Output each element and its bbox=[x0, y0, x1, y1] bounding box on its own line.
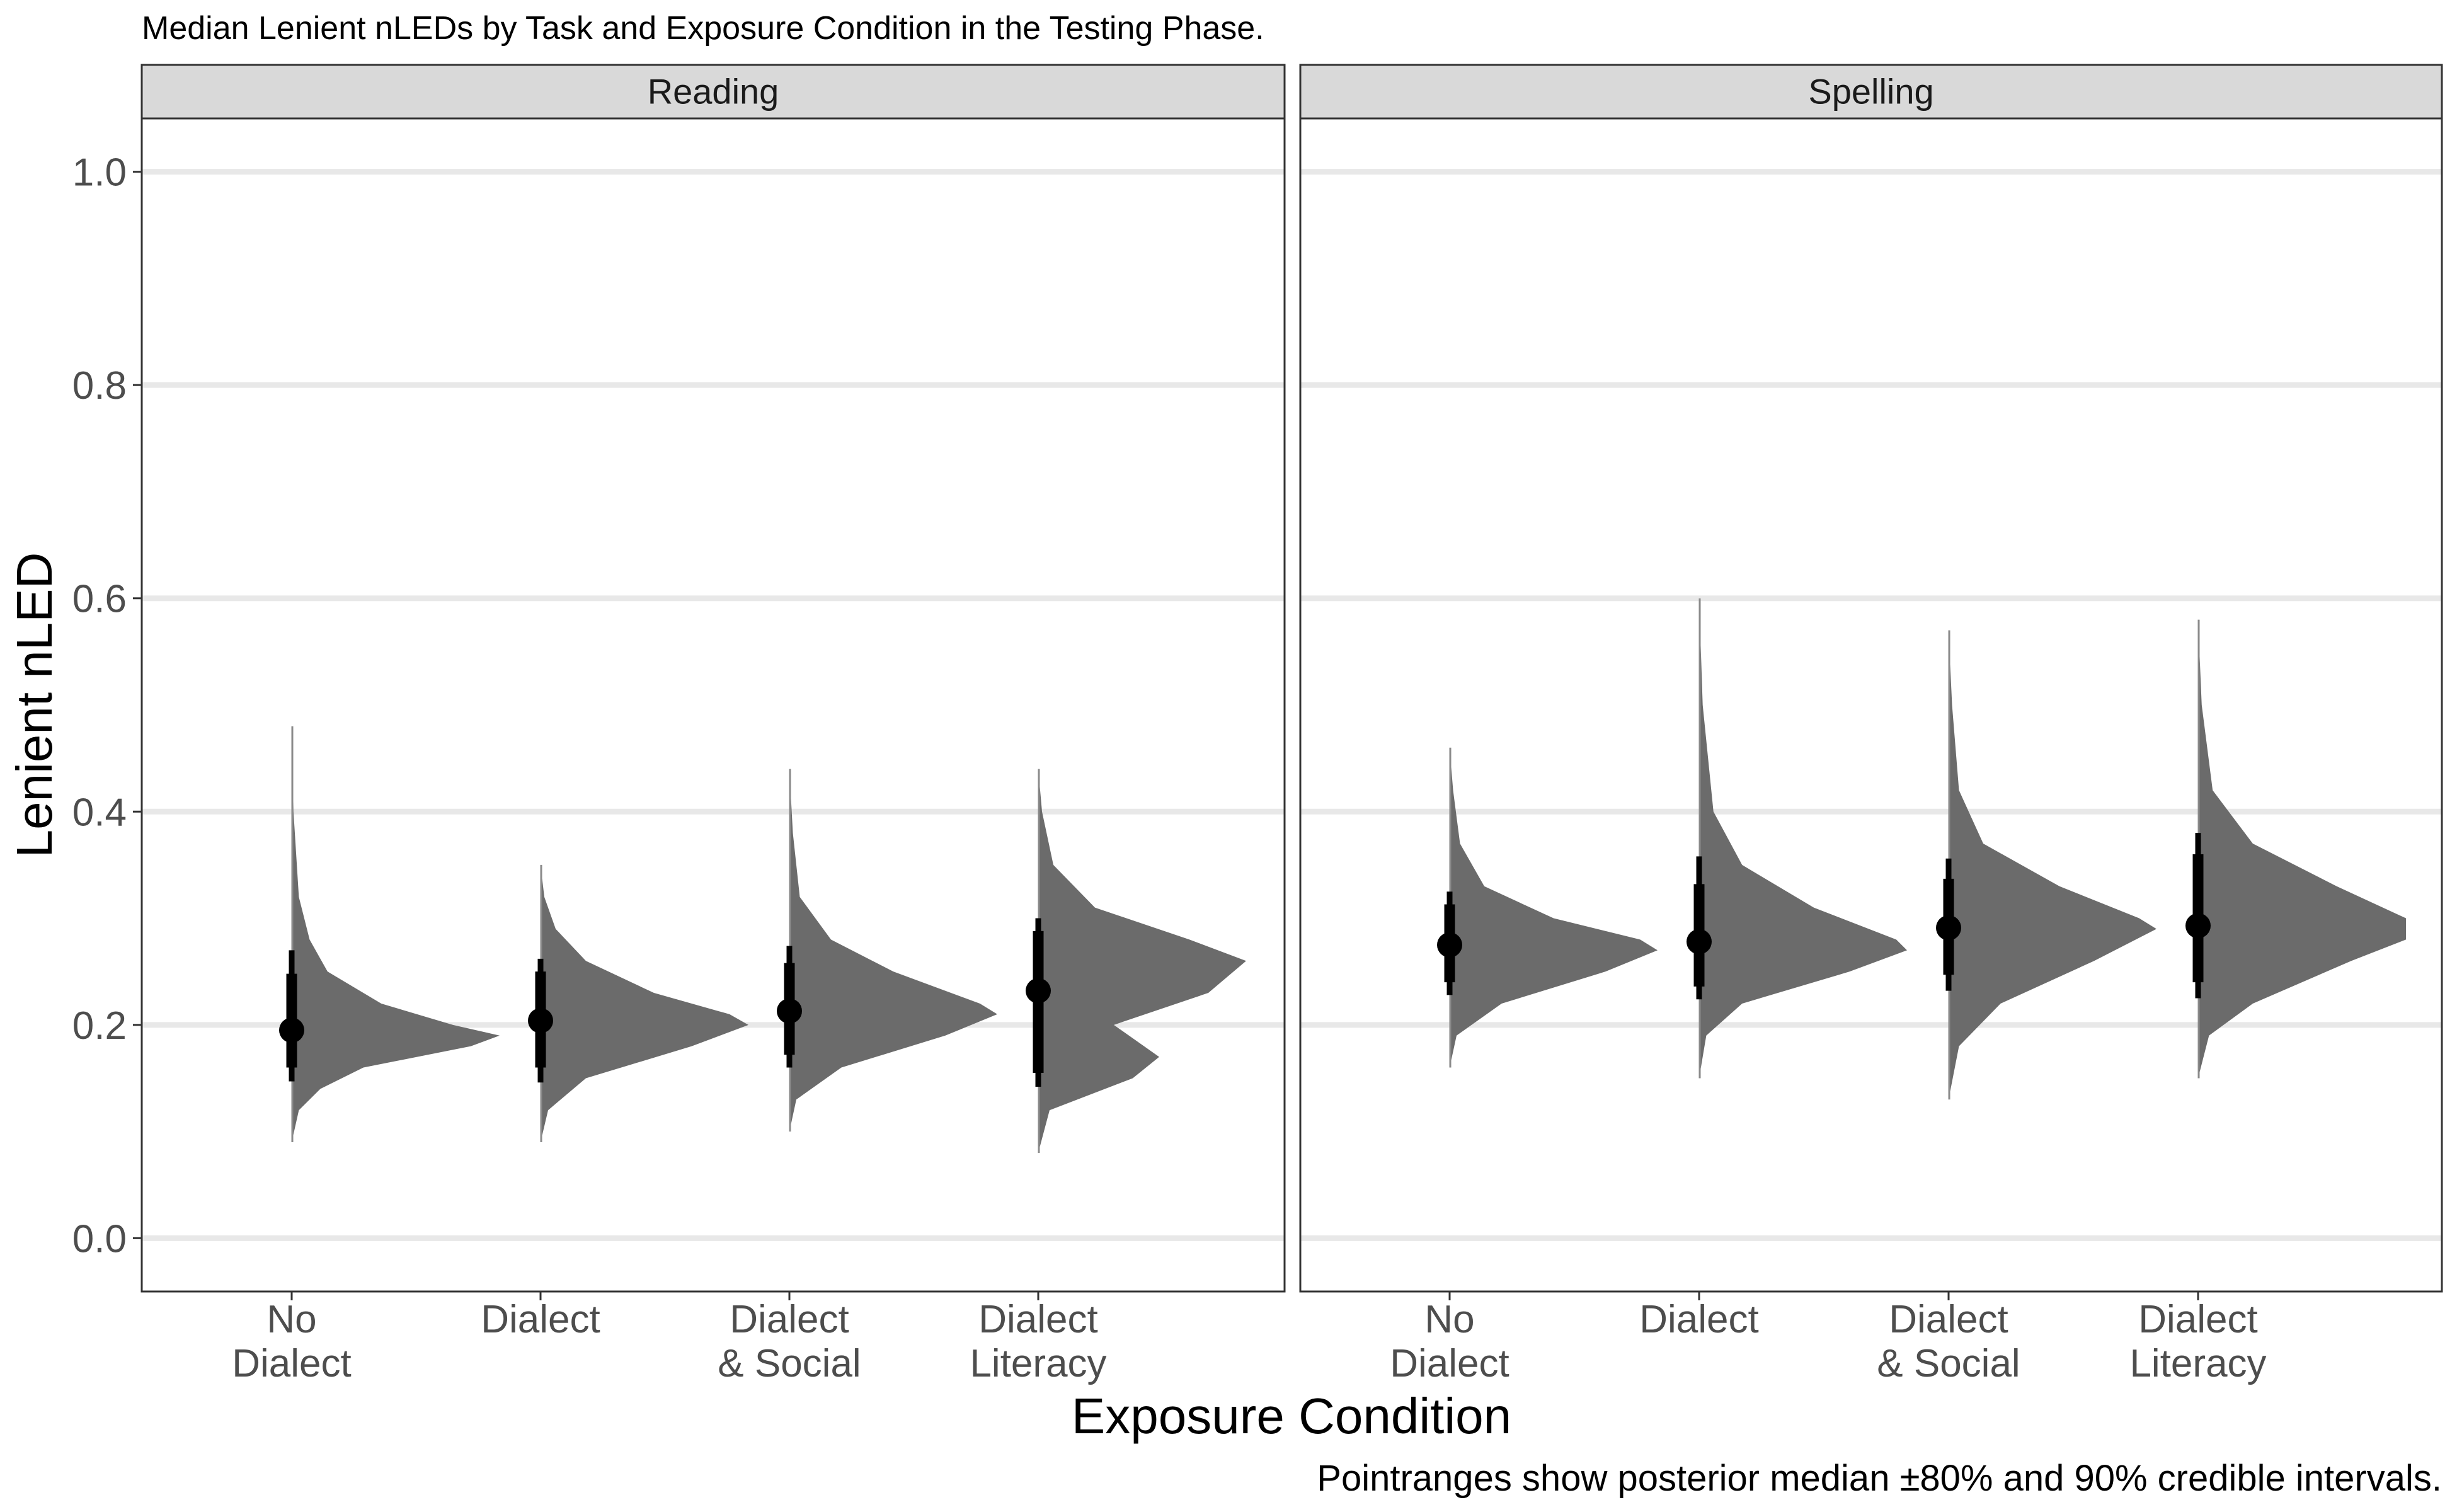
facet-strip-label: Spelling bbox=[1808, 72, 1933, 112]
density-slab bbox=[789, 769, 997, 1132]
x-tick-label: Dialect bbox=[481, 1298, 600, 1341]
density-slab bbox=[1699, 598, 1907, 1079]
median-point bbox=[1936, 915, 1961, 941]
density-slab bbox=[1949, 630, 2156, 1100]
x-tick-label: No Dialect bbox=[232, 1298, 352, 1385]
x-tick-label: Dialect Literacy bbox=[2129, 1298, 2266, 1385]
y-axis-title: Lenient nLED bbox=[6, 553, 62, 858]
panel-background bbox=[1299, 117, 2443, 1293]
density-slab bbox=[2198, 619, 2406, 1079]
x-tick-label: No Dialect bbox=[1390, 1298, 1509, 1385]
median-point bbox=[1687, 929, 1712, 954]
chart-title: Median Lenient nLEDs by Task and Exposur… bbox=[142, 10, 1264, 47]
y-tick-label: 0.2 bbox=[72, 1004, 127, 1048]
density-slab bbox=[1450, 747, 1658, 1068]
y-tick-label: 0.0 bbox=[72, 1217, 127, 1261]
panel-background bbox=[140, 117, 1286, 1293]
density-slab bbox=[541, 864, 748, 1143]
x-tick-label: Dialect & Social bbox=[1877, 1298, 2020, 1385]
facet-panel-reading: Reading No Dialect Dialect Dialect & Social Di… bbox=[140, 64, 1286, 1385]
median-point bbox=[279, 1017, 304, 1043]
x-axis-title: Exposure Condition bbox=[1072, 1388, 1511, 1444]
x-tick-label: Dialect Literacy bbox=[970, 1298, 1106, 1385]
y-tick-label: 0.6 bbox=[72, 578, 127, 621]
median-point bbox=[2185, 913, 2211, 939]
x-tick-label: Dialect bbox=[1639, 1298, 1759, 1341]
facet-panel-spelling: Spelling No Dialect Dialect Dialect & Social D… bbox=[1299, 64, 2443, 1385]
y-axis: 0.0 0.2 0.4 0.6 0.8 1.0 bbox=[72, 151, 142, 1261]
y-tick-label: 0.4 bbox=[72, 791, 127, 834]
median-point bbox=[528, 1008, 553, 1034]
density-slab bbox=[1038, 769, 1246, 1153]
median-point bbox=[777, 998, 802, 1024]
facet-strip bbox=[1299, 64, 2443, 120]
median-point bbox=[1437, 932, 1462, 958]
y-tick-label: 0.8 bbox=[72, 364, 127, 408]
facet-strip-label: Reading bbox=[648, 72, 779, 112]
x-tick-label: Dialect & Social bbox=[718, 1298, 861, 1385]
y-tick-label: 1.0 bbox=[72, 151, 127, 195]
facet-strip bbox=[140, 64, 1286, 120]
chart-caption: Pointranges show posterior median ±80% a… bbox=[1317, 1458, 2442, 1499]
density-slab bbox=[292, 726, 500, 1143]
median-point bbox=[1026, 978, 1051, 1004]
